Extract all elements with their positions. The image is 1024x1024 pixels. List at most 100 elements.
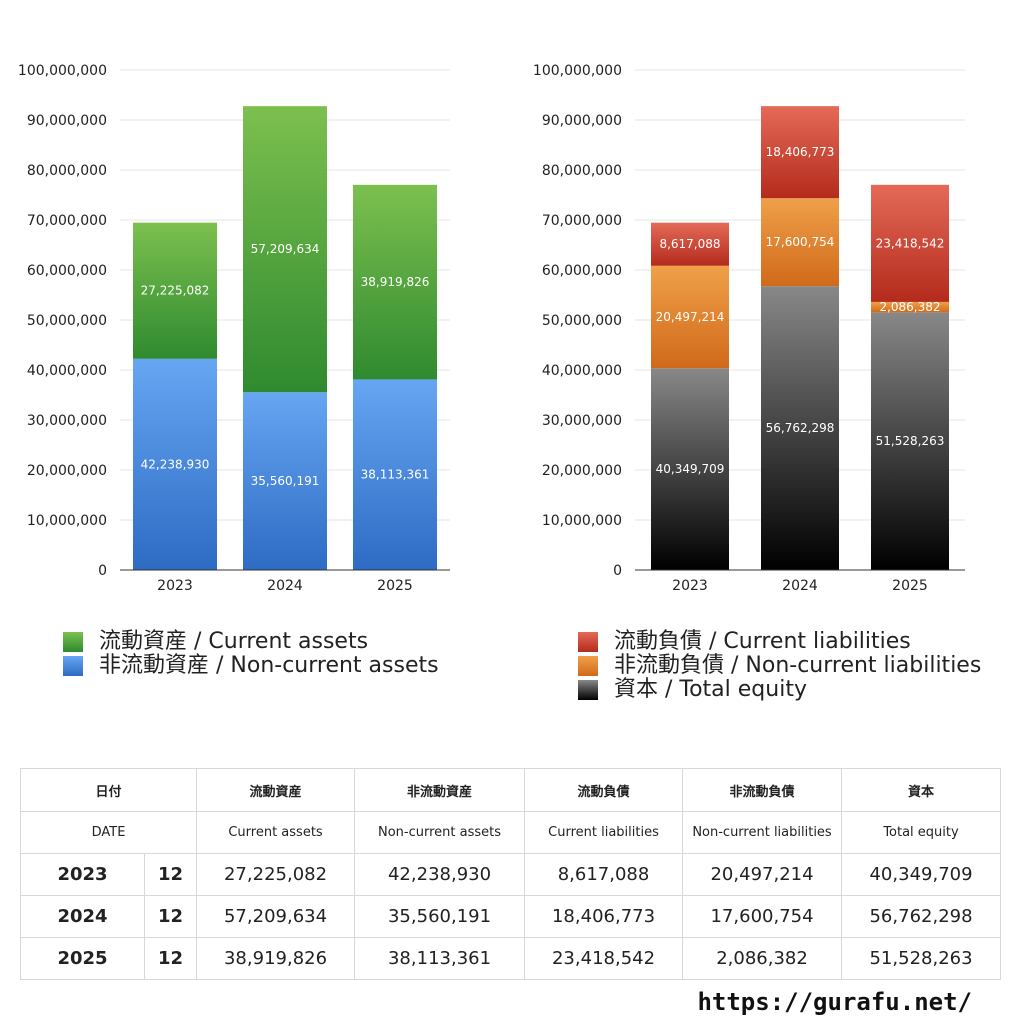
y-tick-label: 90,000,000 <box>27 113 107 129</box>
x-tick-label: 2024 <box>782 578 818 594</box>
y-tick-label: 40,000,000 <box>27 363 107 379</box>
y-tick-label: 100,000,000 <box>533 63 622 79</box>
header-cell: Non-current assets <box>354 811 526 854</box>
table-row: 2025 12 38,919,826 38,113,361 23,418,542… <box>20 937 1002 980</box>
bar-segment <box>133 358 217 570</box>
value-cell: 42,238,930 <box>354 853 526 896</box>
y-tick-label: 90,000,000 <box>542 113 622 129</box>
header-cell: 非流動負債 <box>682 768 843 812</box>
bar-segment <box>133 222 217 359</box>
legend-swatch-green <box>63 632 83 652</box>
bar-segment <box>651 368 729 570</box>
bar-value-label: 27,225,082 <box>141 284 210 298</box>
value-cell: 40,349,709 <box>841 853 1002 896</box>
month-cell: 12 <box>143 895 198 938</box>
y-tick-label: 60,000,000 <box>542 263 622 279</box>
bar-segment <box>243 392 327 570</box>
legend-item-total-equity: 資本 / Total equity <box>578 678 981 702</box>
header-cell: Total equity <box>841 811 1002 854</box>
y-tick-label: 30,000,000 <box>27 413 107 429</box>
legend-label: 資本 / Total equity <box>614 677 807 702</box>
year-cell: 2024 <box>20 895 145 938</box>
chart-2: 0 10,000,000 20,000,000 30,000,000 40,000,00… <box>533 63 965 594</box>
y-tick-label: 20,000,000 <box>27 463 107 479</box>
x-tick-label: 2025 <box>377 578 413 594</box>
bar-segment <box>761 286 839 570</box>
bar-segment <box>651 265 729 369</box>
table-row: 2023 12 27,225,082 42,238,930 8,617,088 … <box>20 853 1002 896</box>
value-cell: 23,418,542 <box>524 937 684 980</box>
header-cell: Current assets <box>196 811 356 854</box>
bar-value-label: 17,600,754 <box>766 235 835 249</box>
bar-segment <box>353 379 437 570</box>
bar-value-label: 42,238,930 <box>141 457 210 471</box>
legend-swatch-orange <box>578 656 598 676</box>
value-cell: 51,528,263 <box>841 937 1002 980</box>
value-cell: 35,560,191 <box>354 895 526 938</box>
x-tick-label: 2025 <box>892 578 928 594</box>
header-cell: 流動資産 <box>196 768 356 812</box>
legend-liabilities-equity: 流動負債 / Current liabilities 非流動負債 / Non-c… <box>578 630 981 702</box>
bar-segment <box>651 222 729 266</box>
bar-value-label: 38,113,361 <box>361 468 430 482</box>
bar-value-label: 56,762,298 <box>766 421 835 435</box>
legend-swatch-red <box>578 632 598 652</box>
header-cell: DATE <box>19 811 198 854</box>
value-cell: 18,406,773 <box>524 895 684 938</box>
chart-1: 0 10,000,000 20,000,000 30,000,000 40,000,00… <box>18 63 450 594</box>
data-table: 日付 流動資産 非流動資産 流動負債 非流動負債 資本 DATE Current… <box>19 768 1002 980</box>
bar-value-label: 20,497,214 <box>656 310 725 324</box>
y-tick-label: 40,000,000 <box>542 363 622 379</box>
x-tick-label: 2023 <box>672 578 708 594</box>
bar-value-label: 57,209,634 <box>251 242 320 256</box>
legend-assets: 流動資産 / Current assets 非流動資産 / Non-curren… <box>63 630 439 678</box>
y-tick-label: 10,000,000 <box>27 513 107 529</box>
month-cell: 12 <box>143 937 198 980</box>
bar-value-label: 51,528,263 <box>876 434 945 448</box>
value-cell: 38,919,826 <box>196 937 356 980</box>
header-cell: 非流動資産 <box>354 768 526 812</box>
header-cell: 日付 <box>19 768 198 812</box>
table-header-jp: 日付 流動資産 非流動資産 流動負債 非流動負債 資本 <box>19 768 1002 812</box>
value-cell: 56,762,298 <box>841 895 1002 938</box>
header-cell: Non-current liabilities <box>682 811 843 854</box>
y-tick-label: 80,000,000 <box>27 163 107 179</box>
y-tick-label: 60,000,000 <box>27 263 107 279</box>
legend-item-non-current-assets: 非流動資産 / Non-current assets <box>63 654 439 678</box>
legend-label: 非流動負債 / Non-current liabilities <box>614 653 982 678</box>
bar-value-label: 8,617,088 <box>659 237 720 251</box>
legend-swatch-black <box>578 680 598 700</box>
value-cell: 8,617,088 <box>524 853 684 896</box>
bar-value-label: 2,086,382 <box>879 300 940 314</box>
charts-canvas: 0 10,000,000 20,000,000 30,000,000 40,000,00… <box>18 63 965 594</box>
bar-segment <box>761 106 839 199</box>
y-tick-label: 70,000,000 <box>27 213 107 229</box>
bar-segment <box>871 312 949 570</box>
bar-segment <box>871 301 949 313</box>
site-url[interactable]: https://gurafu.net/ <box>697 988 972 1016</box>
y-tick-label: 100,000,000 <box>18 63 107 79</box>
legend-swatch-blue <box>63 656 83 676</box>
value-cell: 57,209,634 <box>196 895 356 938</box>
value-cell: 38,113,361 <box>354 937 526 980</box>
y-tick-label: 50,000,000 <box>27 313 107 329</box>
bar-segment <box>761 198 839 287</box>
y-tick-label: 80,000,000 <box>542 163 622 179</box>
table-header-en: DATE Current assets Non-current assets C… <box>19 811 1002 854</box>
legend-label: 非流動資産 / Non-current assets <box>99 653 439 678</box>
bar-value-label: 18,406,773 <box>766 145 835 159</box>
value-cell: 2,086,382 <box>682 937 843 980</box>
value-cell: 17,600,754 <box>682 895 843 938</box>
y-tick-label: 10,000,000 <box>542 513 622 529</box>
y-tick-label: 50,000,000 <box>542 313 622 329</box>
legend-label: 流動負債 / Current liabilities <box>614 629 911 654</box>
bar-segment <box>243 106 327 393</box>
y-tick-label: 0 <box>613 563 622 579</box>
y-tick-label: 70,000,000 <box>542 213 622 229</box>
bar-segment <box>871 184 949 302</box>
year-cell: 2023 <box>20 853 145 896</box>
legend-item-current-assets: 流動資産 / Current assets <box>63 630 439 654</box>
bar-value-label: 35,560,191 <box>251 474 320 488</box>
month-cell: 12 <box>143 853 198 896</box>
legend-label: 流動資産 / Current assets <box>99 629 369 654</box>
